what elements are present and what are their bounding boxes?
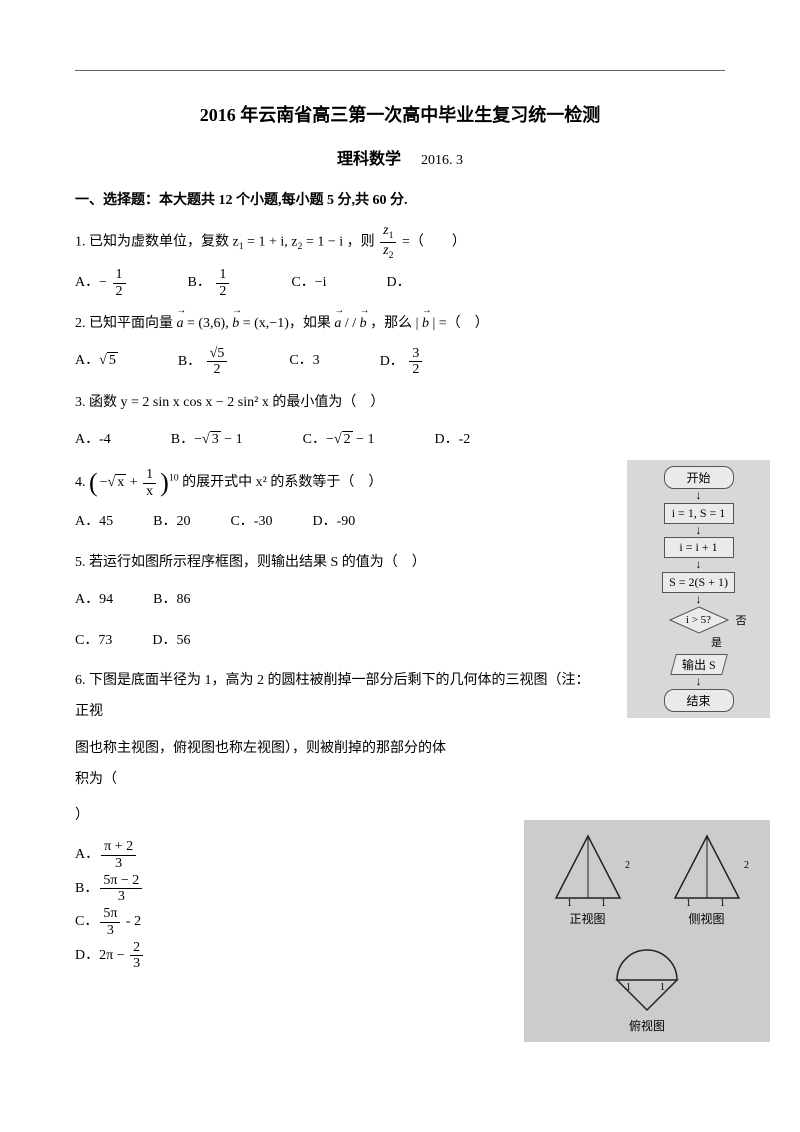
svg-text:2: 2	[625, 860, 630, 871]
section-heading: 一、选择题：本大题共 12 个小题,每小题 5 分,共 60 分.	[75, 189, 725, 209]
q2-options: A．5 B． √52 C．3 D． 32	[75, 346, 725, 378]
date-label: 2016. 3	[421, 153, 463, 168]
vector-a-icon: a	[177, 309, 184, 340]
fc-decision: i > 5? 否	[669, 606, 729, 634]
q3-opt-d: D．-2	[434, 425, 470, 456]
svg-text:1: 1	[686, 898, 691, 908]
q2-opt-c: C．3	[289, 346, 319, 377]
q5-opt-d: D．56	[152, 626, 190, 657]
fc-start: 开始	[664, 466, 734, 489]
fc-yes-label: 是	[711, 634, 722, 650]
side-view-icon: 1 1 2	[662, 828, 752, 908]
svg-text:1: 1	[660, 982, 665, 993]
top-view-icon: 11	[602, 935, 692, 1015]
q3-opt-b: B．−3 − 1	[171, 425, 243, 456]
q1-opt-a: A．− 12	[75, 267, 128, 299]
question-3: 3. 函数 y = 2 sin x cos x − 2 sin² x 的最小值为…	[75, 388, 725, 419]
svg-text:2: 2	[744, 860, 749, 871]
q2-stem-a: 2. 已知平面向量	[75, 316, 177, 331]
top-view: 11 俯视图	[532, 935, 762, 1034]
page-title: 2016 年云南省高三第一次高中毕业生复习统一检测	[75, 101, 725, 127]
q2-opt-a: A．5	[75, 346, 118, 377]
top-view-label: 俯视图	[629, 1017, 665, 1034]
rule-top	[75, 70, 725, 71]
q4-paren: ( −x + 1x )	[89, 465, 169, 501]
q1-stem-b: = 1 + i, z	[247, 234, 297, 249]
vector-b-icon: b	[232, 309, 239, 340]
q1-options: A．− 12 B． 12 C．−i D．	[75, 267, 725, 299]
arrow-down-icon: ↓	[696, 595, 702, 605]
q2-stem-c: = (x,−1)，如果	[243, 316, 335, 331]
q1-stem-c: = 1 − i ，则	[306, 234, 375, 249]
arrow-down-icon: ↓	[696, 491, 702, 501]
side-view: 1 1 2 侧视图	[651, 828, 762, 927]
q4-exponent: 10	[169, 473, 179, 484]
side-view-label: 侧视图	[688, 910, 724, 927]
q3-options: A．-4 B．−3 − 1 C．−2 − 1 D．-2	[75, 425, 725, 456]
vector-a-icon-2: a	[334, 309, 341, 340]
fc-inc: i = i + 1	[664, 537, 734, 558]
fc-no-label: 否	[736, 612, 747, 628]
q1-opt-d: D．	[387, 268, 411, 299]
q2-stem-e: ，那么 |	[370, 316, 422, 331]
q3-opt-c: C．−2 − 1	[303, 425, 375, 456]
front-view-icon: 1 1 2	[543, 828, 633, 908]
page-subtitle: 理科数学 2016. 3	[75, 145, 725, 169]
front-view: 1 1 2 正视图	[532, 828, 643, 927]
fc-init: i = 1, S = 1	[664, 503, 734, 524]
q1-opt-c: C．−i	[291, 268, 326, 299]
q4-opt-b: B．20	[153, 507, 190, 538]
q2-stem-d: / /	[345, 316, 360, 331]
q3-opt-a: A．-4	[75, 425, 111, 456]
arrow-down-icon: ↓	[696, 526, 702, 536]
q5-opt-a: A．94	[75, 585, 113, 616]
q5-opt-c: C．73	[75, 626, 112, 657]
q2-opt-b: B． √52	[178, 346, 230, 378]
question-6-l1: 6. 下图是底面半径为 1，高为 2 的圆柱被削掉一部分后剩下的几何体的三视图（…	[75, 666, 595, 728]
q4-stem-b: 的展开式中 x² 的系数等于（ ）	[182, 475, 382, 490]
q1-stem-d: =（ ）	[402, 234, 466, 249]
q1-fraction: z1 z2	[380, 223, 396, 261]
svg-text:1: 1	[567, 898, 572, 908]
q4-stem-a: 4.	[75, 475, 89, 490]
fc-output: 输出 S	[670, 654, 727, 675]
q2-opt-d: D． 32	[380, 346, 425, 378]
fc-end: 结束	[664, 689, 734, 712]
flowchart: 开始 ↓ i = 1, S = 1 ↓ i = i + 1 ↓ S = 2(S …	[627, 460, 770, 718]
q5-opt-b: B．86	[153, 585, 190, 616]
question-6-l2: 图也称主视图，俯视图也称左视图），则被削掉的那部分的体积为（	[75, 734, 455, 796]
svg-text:1: 1	[626, 982, 631, 993]
arrow-down-icon: ↓	[696, 677, 702, 687]
question-2: 2. 已知平面向量 a = (3,6), b = (x,−1)，如果 a / /…	[75, 309, 725, 340]
subject-label: 理科数学	[337, 151, 401, 168]
vector-b-icon-3: b	[422, 309, 429, 340]
q4-opt-d: D．-90	[312, 507, 355, 538]
three-views: 11 2 正视图 11 2 侧视图 11 俯视图	[524, 820, 770, 1042]
vector-b-icon-2: b	[360, 309, 367, 340]
q1-stem-a: 1. 已知为虚数单位，复数 z	[75, 234, 239, 249]
svg-text:1: 1	[720, 898, 725, 908]
question-1: 1. 已知为虚数单位，复数 z1 = 1 + i, z2 = 1 − i ，则 …	[75, 223, 725, 261]
svg-text:1: 1	[601, 898, 606, 908]
q4-opt-c: C．-30	[230, 507, 272, 538]
arrow-down-icon: ↓	[696, 560, 702, 570]
fc-update: S = 2(S + 1)	[662, 572, 735, 593]
q2-stem-f: | =（ ）	[432, 316, 488, 331]
q4-opt-a: A．45	[75, 507, 113, 538]
q1-opt-b: B． 12	[188, 267, 232, 299]
front-view-label: 正视图	[569, 910, 605, 927]
q2-stem-b: = (3,6),	[187, 316, 232, 331]
